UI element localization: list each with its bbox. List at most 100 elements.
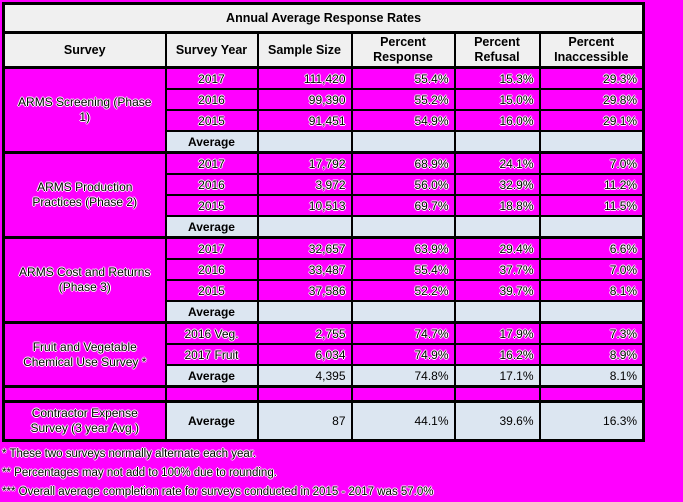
survey-name: ARMS Cost and Returns (Phase 3)	[19, 265, 151, 294]
sample-size-cell: 10,513	[256, 194, 353, 217]
percent-response-cell: 68.9%	[350, 151, 456, 175]
spacer-cell	[256, 385, 353, 403]
average-label: Average	[164, 364, 259, 388]
percent-response-cell: 44.1%	[350, 400, 456, 442]
sample-size-cell: 2,755	[256, 321, 353, 345]
year-cell: 2016	[164, 88, 259, 111]
average-sample-cell	[256, 130, 353, 154]
year-cell: 2017	[164, 66, 259, 90]
percent-inaccessible-cell: 16.3%	[538, 400, 645, 442]
average-sample-cell	[256, 215, 353, 239]
sample-size-cell: 87	[256, 400, 353, 442]
percent-refusal-cell: 29.4%	[453, 236, 541, 260]
percent-response-cell: 69.7%	[350, 194, 456, 217]
sample-size-cell: 99,390	[256, 88, 353, 111]
average-response-cell: 74.8%	[350, 364, 456, 388]
sample-size-cell: 17,792	[256, 151, 353, 175]
average-row: Average	[4, 215, 645, 239]
year-cell: 2016 Veg.	[164, 321, 259, 345]
average-inaccessible-cell	[538, 130, 645, 154]
survey-name-cell: Contractor Expense Survey (3 year Avg.)	[2, 400, 167, 442]
percent-refusal-cell: 15.0%	[453, 88, 541, 111]
spacer-cell	[453, 385, 541, 403]
table-row: 2015 91,451 54.9% 16.0% 29.1%	[4, 109, 645, 132]
table-row: ARMS Cost and Returns (Phase 3) 2017 32,…	[2, 236, 645, 324]
table-row: ARMS Screening (Phase 1) 2017 111,420 55…	[2, 66, 645, 154]
col-header-percent-response: Percent Response	[350, 31, 456, 69]
table-row: ARMS Production Practices (Phase 2) 2017…	[2, 151, 645, 239]
percent-refusal-cell: 18.8%	[453, 194, 541, 217]
spacer-cell	[538, 385, 645, 403]
spacer-row	[2, 385, 645, 403]
percent-refusal-cell: 16.0%	[453, 109, 541, 132]
percent-refusal-cell: 39.7%	[453, 279, 541, 302]
average-inaccessible-cell	[538, 300, 645, 324]
year-cell: 2017	[164, 236, 259, 260]
percent-response-cell: 55.4%	[350, 66, 456, 90]
average-refusal-cell	[453, 300, 541, 324]
col-header-sample-size: Sample Size	[256, 31, 353, 69]
sample-size-cell: 3,972	[256, 173, 353, 196]
survey-name: Contractor Expense Survey (3 year Avg.)	[30, 406, 140, 435]
table-title: Annual Average Response Rates	[2, 2, 645, 34]
percent-inaccessible-cell: 29.3%	[538, 66, 645, 90]
year-cell: 2016	[164, 173, 259, 196]
year-cell: 2016	[164, 258, 259, 281]
percent-refusal-cell: 15.3%	[453, 66, 541, 90]
sample-size-cell: 91,451	[256, 109, 353, 132]
percent-response-cell: 54.9%	[350, 109, 456, 132]
percent-refusal-cell: 32.9%	[453, 173, 541, 196]
spacer-cell	[2, 385, 167, 403]
table-row: 2015 37,586 52.2% 39.7% 8.1%	[4, 279, 645, 302]
footnote-rounding: ** Percentages may not add to 100% due t…	[2, 467, 277, 479]
spacer-cell	[350, 385, 456, 403]
average-row: Average	[4, 300, 645, 324]
table-title-row: Annual Average Response Rates	[2, 2, 645, 34]
col-header-survey-year: Survey Year	[164, 31, 259, 69]
average-response-cell	[350, 130, 456, 154]
percent-inaccessible-cell: 7.0%	[538, 258, 645, 281]
survey-name: ARMS Production Practices (Phase 2)	[32, 180, 138, 209]
percent-response-cell: 74.7%	[350, 321, 456, 345]
year-cell: 2015	[164, 109, 259, 132]
average-response-cell	[350, 215, 456, 239]
table-row: 2015 10,513 69.7% 18.8% 11.5%	[4, 194, 645, 217]
average-sample-cell: 4,395	[256, 364, 353, 388]
average-response-cell	[350, 300, 456, 324]
col-header-percent-refusal: Percent Refusal	[453, 31, 541, 69]
average-refusal-cell	[453, 215, 541, 239]
percent-response-cell: 56.0%	[350, 173, 456, 196]
survey-name-cell: ARMS Cost and Returns (Phase 3)	[2, 236, 167, 324]
average-label: Average	[164, 130, 259, 154]
average-label: Average	[164, 215, 259, 239]
percent-response-cell: 55.2%	[350, 88, 456, 111]
year-cell: 2017	[164, 151, 259, 175]
table-row: 2017 Fruit 6,034 74.9% 16.2% 8.9%	[4, 343, 645, 366]
percent-refusal-cell: 39.6%	[453, 400, 541, 442]
percent-inaccessible-cell: 29.1%	[538, 109, 645, 132]
year-cell: 2015	[164, 279, 259, 302]
table-row: Fruit and Vegetable Chemical Use Survey …	[2, 321, 645, 388]
year-cell: 2015	[164, 194, 259, 217]
sample-size-cell: 33,487	[256, 258, 353, 281]
percent-inaccessible-cell: 11.2%	[538, 173, 645, 196]
sample-size-cell: 111,420	[256, 66, 353, 90]
table-row: 2016 33,487 55.4% 37.7% 7.0%	[4, 258, 645, 281]
average-refusal-cell	[453, 130, 541, 154]
survey-name-cell: ARMS Production Practices (Phase 2)	[2, 151, 167, 239]
percent-response-cell: 55.4%	[350, 258, 456, 281]
response-rates-table: Annual Average Response Rates Survey Sur…	[2, 2, 646, 442]
table-row: 2016 99,390 55.2% 15.0% 29.8%	[4, 88, 645, 111]
footnote-overall-completion-rate: *** Overall average completion rate for …	[2, 486, 434, 498]
percent-inaccessible-cell: 8.9%	[538, 343, 645, 366]
sample-size-cell: 6,034	[256, 343, 353, 366]
percent-refusal-cell: 24.1%	[453, 151, 541, 175]
percent-inaccessible-cell: 6.6%	[538, 236, 645, 260]
survey-name: ARMS Screening (Phase 1)	[18, 95, 152, 124]
footnotes: * These two surveys normally alternate e…	[2, 445, 683, 502]
percent-response-cell: 52.2%	[350, 279, 456, 302]
percent-response-cell: 74.9%	[350, 343, 456, 366]
spacer-cell	[164, 385, 259, 403]
percent-refusal-cell: 16.2%	[453, 343, 541, 366]
average-label: Average	[164, 300, 259, 324]
